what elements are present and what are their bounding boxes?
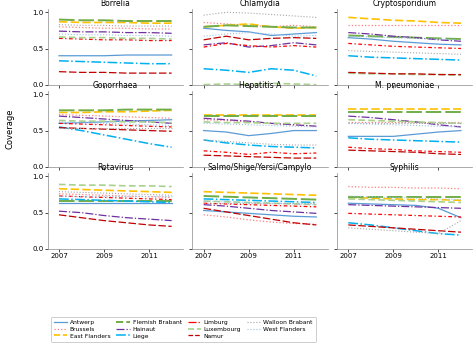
Text: Coverage: Coverage <box>6 109 15 149</box>
Title: Syphilis: Syphilis <box>389 163 418 172</box>
Title: Hepatitis A: Hepatitis A <box>238 81 280 90</box>
Title: Chlamydia: Chlamydia <box>239 0 280 8</box>
Title: M. pneumoniae: M. pneumoniae <box>374 81 433 90</box>
Legend: Antwerp, Brussels, East Flanders, Flemish Brabant, Hainaut, Liege, Limburg, Luxe: Antwerp, Brussels, East Flanders, Flemis… <box>50 317 315 341</box>
Title: Borrelia: Borrelia <box>100 0 130 8</box>
Title: Rotavirus: Rotavirus <box>97 163 133 172</box>
Title: Cryptosporidium: Cryptosporidium <box>372 0 436 8</box>
Title: Gonorrhaea: Gonorrhaea <box>92 81 138 90</box>
Title: Salmo/Shige/Yersi/Campylo: Salmo/Shige/Yersi/Campylo <box>208 163 311 172</box>
